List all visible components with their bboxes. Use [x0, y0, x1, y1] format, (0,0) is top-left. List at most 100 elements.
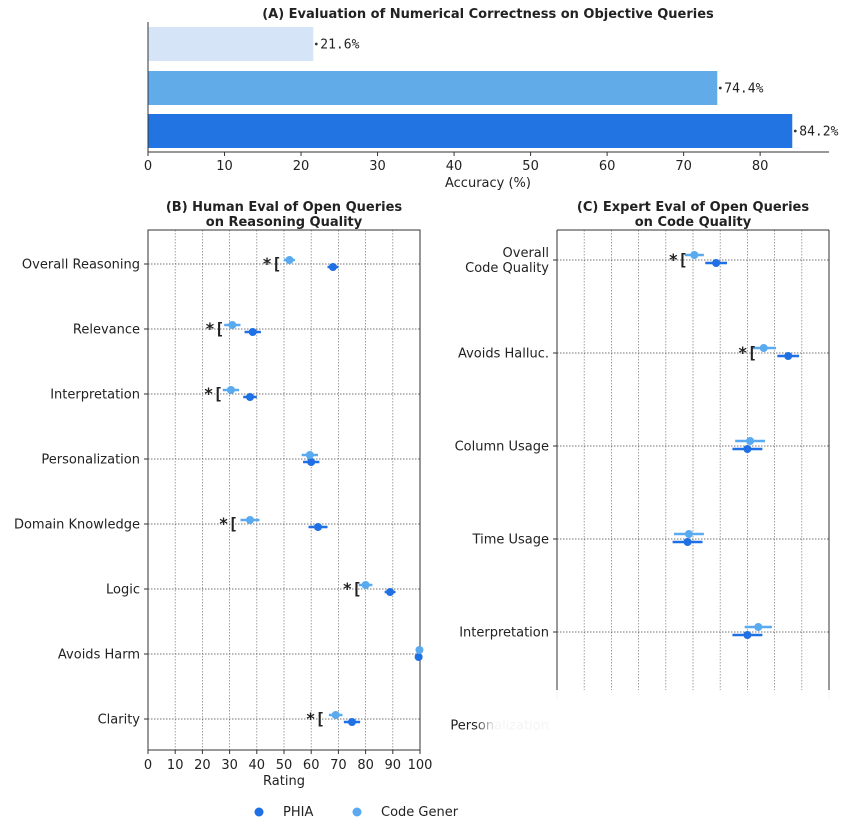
panel-a: (A) Evaluation of Numerical Correctness … — [144, 7, 839, 191]
panel-b-point-1-4 — [246, 516, 254, 524]
panel-c-category-label-3: Time Usage — [472, 533, 549, 548]
panel-b-significance-2: *[ — [204, 384, 223, 403]
panel-c-significance-1: *[ — [738, 343, 757, 362]
panel-b-xtick-label-8: 80 — [357, 758, 374, 773]
bar-a-value-label-2: 84.2% — [799, 125, 838, 140]
panel-a-xtick-label-2: 20 — [293, 159, 310, 174]
panel-c-category-label-line: Column Usage — [455, 440, 549, 455]
panel-b-category-label-6: Avoids Harm — [58, 648, 140, 663]
panel-b-point-0-1 — [248, 328, 257, 336]
panel-c-title-line2: on Code Quality — [635, 215, 752, 230]
panel-b-significance-5: *[ — [342, 579, 361, 598]
legend-label-code-generation: Code Gener — [381, 805, 459, 819]
panel-b-category-label-7: Clarity — [98, 713, 141, 728]
bar-a-value-label-0: 21.6% — [320, 38, 359, 53]
panel-c-category-label-line: Overall — [503, 246, 549, 261]
panel-b-xtick-label-1: 10 — [167, 758, 184, 773]
panel-b-significance-4: *[ — [219, 514, 238, 533]
bar-a-marker-0 — [314, 42, 318, 46]
panel-b-point-0-5 — [386, 588, 395, 596]
panel-c-category-label-5: Personalization — [450, 719, 549, 734]
panel-b-xtick-label-5: 50 — [276, 758, 293, 773]
panel-c-point-0-0 — [712, 259, 721, 267]
panel-c-point-0-1 — [784, 352, 793, 360]
panel-c-point-1-4 — [754, 623, 763, 631]
panel-b-xtick-label-6: 60 — [303, 758, 320, 773]
panel-b-xtick-label-3: 30 — [221, 758, 238, 773]
panel-c-point-0-2 — [743, 445, 752, 453]
panel-a-xtick-label-4: 40 — [446, 159, 463, 174]
panel-a-xtick-label-3: 30 — [369, 159, 386, 174]
panel-b-point-1-3 — [305, 451, 314, 459]
panel-b-point-1-5 — [361, 581, 370, 589]
panel-b-point-1-2 — [226, 386, 235, 394]
panel-a-xtick-label-5: 50 — [522, 159, 539, 174]
panel-c-category-label-line: Avoids Halluc. — [458, 347, 549, 362]
panel-b-category-label-0: Overall Reasoning — [22, 258, 140, 273]
panel-a-title: (A) Evaluation of Numerical Correctness … — [262, 7, 714, 22]
panel-b-category-label-1: Relevance — [73, 323, 140, 338]
panel-b: (B) Human Eval of Open Queries on Reason… — [14, 200, 432, 789]
panel-c-category-label-line: Time Usage — [472, 533, 549, 548]
panel-b-point-0-0 — [328, 263, 337, 271]
panel-c-point-0-4 — [743, 631, 752, 639]
panel-b-xtick-label-4: 40 — [249, 758, 266, 773]
panel-b-category-label-4: Domain Knowledge — [14, 518, 140, 533]
panel-c-category-label-4: Interpretation — [459, 626, 549, 641]
panel-b-point-1-1 — [228, 321, 237, 329]
panel-b-point-1-7 — [331, 711, 340, 719]
panel-b-category-label-2: Interpretation — [50, 388, 140, 403]
panel-b-xtick-label-9: 90 — [385, 758, 402, 773]
bar-a-marker-2 — [793, 129, 797, 133]
panel-a-xlabel: Accuracy (%) — [445, 176, 531, 191]
panel-c-category-label-0: Overall Code Quality — [465, 246, 549, 276]
bar-a-2 — [148, 114, 793, 148]
legend-marker-code-generation — [352, 807, 362, 817]
panel-b-point-0-4 — [314, 523, 322, 531]
panel-b-point-0-3 — [307, 458, 316, 466]
panel-b-significance-0: *[ — [262, 254, 281, 273]
bar-a-value-label-1: 74.4% — [724, 82, 763, 97]
panel-b-title-line2: on Reasoning Quality — [206, 215, 363, 230]
panel-b-significance-7: *[ — [306, 709, 325, 728]
panel-b-point-0-7 — [348, 718, 356, 726]
panel-a-xtick-label-0: 0 — [144, 159, 152, 174]
panel-c-category-label-1: Avoids Halluc. — [458, 347, 549, 362]
panel-a-xtick-label-1: 10 — [216, 159, 233, 174]
panel-c-point-1-0 — [690, 251, 699, 259]
panel-b-title-line1: (B) Human Eval of Open Queries — [166, 200, 403, 215]
panel-c-category-label-line: Code Quality — [465, 261, 549, 276]
panel-b-xtick-label-0: 0 — [144, 758, 152, 773]
panel-a-xtick-label-8: 80 — [752, 159, 769, 174]
panel-c-point-0-3 — [683, 538, 692, 546]
panel-b-xlabel: Rating — [263, 774, 305, 789]
panel-a-xtick-label-6: 60 — [599, 159, 616, 174]
panel-c-category-label-line: Personalization — [450, 719, 549, 734]
panel-c-category-label-line: Interpretation — [459, 626, 549, 641]
bar-a-0 — [148, 27, 314, 61]
legend-label-phia: PHIA — [283, 805, 313, 819]
panel-b-xtick-label-7: 70 — [330, 758, 347, 773]
panel-c-point-1-1 — [759, 344, 768, 352]
panel-c-category-label-2: Column Usage — [455, 440, 549, 455]
panel-b-significance-1: *[ — [205, 319, 224, 338]
panel-b-point-1-6 — [415, 646, 424, 654]
panel-c-title-line1: (C) Expert Eval of Open Queries — [577, 200, 809, 215]
legend: PHIA Code Gener — [254, 805, 459, 819]
panel-b-category-label-3: Personalization — [41, 453, 140, 468]
panel-a-xtick-label-7: 70 — [675, 159, 692, 174]
panel-b-point-0-6 — [414, 653, 423, 661]
panel-b-xtick-label-2: 20 — [194, 758, 211, 773]
panel-b-category-label-5: Logic — [106, 583, 140, 598]
panel-c-significance-0: *[ — [669, 250, 688, 269]
bar-a-1 — [148, 71, 718, 105]
panel-b-xtick-label-10: 100 — [408, 758, 433, 773]
panel-b-point-0-2 — [246, 393, 254, 401]
bar-a-marker-1 — [718, 86, 722, 90]
panel-c: (C) Expert Eval of Open Queries on Code … — [450, 200, 830, 734]
legend-marker-phia — [254, 807, 264, 817]
panel-c-point-1-2 — [746, 437, 755, 445]
panel-b-point-1-0 — [285, 256, 294, 264]
panel-c-point-1-3 — [684, 530, 693, 538]
